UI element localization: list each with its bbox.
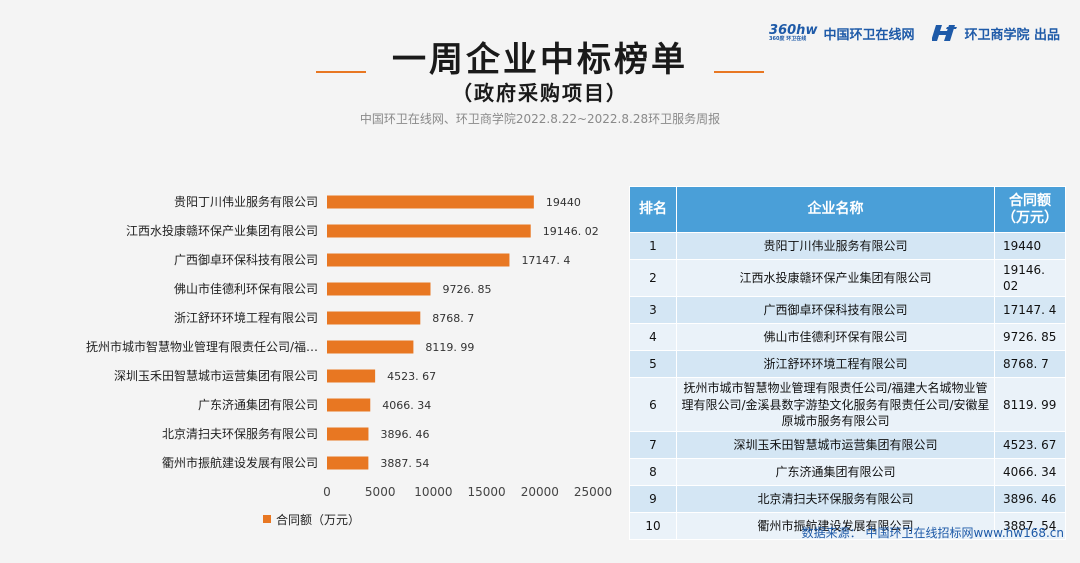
bar xyxy=(327,224,531,238)
report-source-line: 中国环卫在线网、环卫商学院2022.8.22~2022.8.28环卫服务周报 xyxy=(359,112,721,126)
bar xyxy=(327,195,534,209)
rank-cell: 9 xyxy=(629,484,677,513)
title-rule-right xyxy=(714,70,764,73)
x-tick-label: 15000 xyxy=(468,485,506,499)
col-header-rank: 排名 xyxy=(629,186,677,233)
table-row: 7 深圳玉禾田智慧城市运营集团有限公司 4523. 67 xyxy=(629,430,1066,459)
category-label: 佛山市佳德利环保有限公司 xyxy=(174,281,318,296)
logo-360hw: 360hw 360度 环卫在线 xyxy=(769,24,817,42)
bar xyxy=(327,427,369,441)
ranking-table-wrap: 排名 企业名称 合同额 （万元） 1 贵阳丁川伟业服务有限公司 19440 2 江西水投康… xyxy=(629,186,1066,540)
rank-cell: 6 xyxy=(629,377,677,432)
category-label: 北京清扫夫环保服务有限公司 xyxy=(162,426,318,441)
table-row: 4 佛山市佳德利环保有限公司 9726. 85 xyxy=(629,323,1066,352)
legend-swatch xyxy=(263,515,271,523)
rank-cell: 5 xyxy=(629,350,677,379)
company-name-cell: 抚州市城市智慧物业管理有限责任公司/福建大名城物业管理有限公司/金溪县数字游垫文… xyxy=(676,377,995,432)
value-label: 8119. 99 xyxy=(425,341,474,354)
company-name-cell: 衢州市振航建设发展有限公司 xyxy=(676,511,995,540)
category-label: 江西水投康赣环保产业集团有限公司 xyxy=(126,223,318,238)
value-label: 17147. 4 xyxy=(521,254,570,267)
amount-cell: 19146. 02 xyxy=(994,258,1066,298)
rank-cell: 3 xyxy=(629,296,677,325)
bar xyxy=(327,340,414,354)
bar xyxy=(327,369,376,383)
amount-cell: 4066. 34 xyxy=(994,457,1066,486)
rank-cell: 10 xyxy=(629,511,677,540)
amount-cell: 8768. 7 xyxy=(994,350,1066,379)
value-label: 8768. 7 xyxy=(432,312,474,325)
table-row: 8 广东济通集团有限公司 4066. 34 xyxy=(629,457,1066,486)
page-subtitle: （政府采购项目） xyxy=(452,81,628,105)
category-label: 贵阳丁川伟业服务有限公司 xyxy=(174,194,318,209)
academy-logo-icon xyxy=(932,25,958,41)
value-label: 3887. 54 xyxy=(380,457,429,470)
bar xyxy=(327,311,421,325)
value-label: 19440 xyxy=(546,196,581,209)
amount-cell: 3887. 54 xyxy=(994,511,1066,540)
bar xyxy=(327,398,371,412)
data-source-note: 数据来源： 中国环卫在线招标网www.hw168.cn xyxy=(801,526,1064,540)
company-name-cell: 北京清扫夫环保服务有限公司 xyxy=(676,484,995,513)
page-title: 一周企业中标榜单 xyxy=(392,40,688,80)
table-row: 2 江西水投康赣环保产业集团有限公司 19146. 02 xyxy=(629,258,1066,298)
amount-cell: 19440 xyxy=(994,232,1066,260)
table-row: 10 衢州市振航建设发展有限公司 3887. 54 xyxy=(629,511,1066,540)
table-row: 1 贵阳丁川伟业服务有限公司 19440 xyxy=(629,232,1066,260)
table-row: 3 广西御卓环保科技有限公司 17147. 4 xyxy=(629,296,1066,325)
category-label: 浙江舒环环境工程有限公司 xyxy=(174,310,318,325)
value-label: 19146. 02 xyxy=(543,225,599,238)
ranking-table: 排名 企业名称 合同额 （万元） 1 贵阳丁川伟业服务有限公司 19440 2 江西水投康… xyxy=(629,186,1066,540)
value-label: 4066. 34 xyxy=(382,399,431,412)
rank-cell: 2 xyxy=(629,258,677,298)
bar xyxy=(327,282,431,296)
value-label: 4523. 67 xyxy=(387,370,436,383)
company-name-cell: 佛山市佳德利环保有限公司 xyxy=(676,323,995,352)
amount-cell: 9726. 85 xyxy=(994,323,1066,352)
category-label: 抚州市城市智慧物业管理有限责任公司/福… xyxy=(86,339,318,354)
value-label: 9726. 85 xyxy=(442,283,491,296)
rank-cell: 8 xyxy=(629,457,677,486)
table-row: 9 北京清扫夫环保服务有限公司 3896. 46 xyxy=(629,484,1066,513)
company-name-cell: 深圳玉禾田智慧城市运营集团有限公司 xyxy=(676,430,995,459)
logo-subtext: 360度 环卫在线 xyxy=(769,36,807,42)
x-tick-label: 25000 xyxy=(574,485,612,499)
brand-academy: 环卫商学院 出品 xyxy=(964,27,1060,43)
legend-label: 合同额（万元） xyxy=(276,512,360,527)
amount-cell: 8119. 99 xyxy=(994,377,1066,432)
x-tick-label: 0 xyxy=(323,485,331,499)
amount-cell: 17147. 4 xyxy=(994,296,1066,325)
col-header-amount: 合同额 （万元） xyxy=(994,186,1066,233)
rank-cell: 7 xyxy=(629,430,677,459)
x-tick-label: 10000 xyxy=(414,485,452,499)
bar xyxy=(327,253,510,267)
bar-chart: 贵阳丁川伟业服务有限公司 19440 江西水投康赣环保产业集团有限公司 19146. … xyxy=(86,194,612,527)
x-tick-label: 20000 xyxy=(521,485,559,499)
company-name-cell: 江西水投康赣环保产业集团有限公司 xyxy=(676,258,995,298)
col-header-name: 企业名称 xyxy=(676,186,995,233)
category-label: 广西御卓环保科技有限公司 xyxy=(174,252,318,267)
brand-site-name: 中国环卫在线网 xyxy=(823,27,915,43)
category-label: 衢州市振航建设发展有限公司 xyxy=(162,455,318,470)
value-label: 3896. 46 xyxy=(380,428,429,441)
title-row: 一周企业中标榜单 xyxy=(0,32,1080,81)
bar xyxy=(327,456,369,470)
brand-bar: 360hw 360度 环卫在线 中国环卫在线网 环卫商学院 出品 xyxy=(769,22,1060,44)
title-rule-left xyxy=(316,70,366,73)
company-name-cell: 广东济通集团有限公司 xyxy=(676,457,995,486)
company-name-cell: 浙江舒环环境工程有限公司 xyxy=(676,350,995,379)
table-row: 6 抚州市城市智慧物业管理有限责任公司/福建大名城物业管理有限公司/金溪县数字游垫… xyxy=(629,377,1066,432)
logo-text: 360hw xyxy=(769,23,818,38)
amount-cell: 4523. 67 xyxy=(994,430,1066,459)
company-name-cell: 贵阳丁川伟业服务有限公司 xyxy=(676,232,995,260)
category-label: 深圳玉禾田智慧城市运营集团有限公司 xyxy=(114,368,318,383)
amount-cell: 3896. 46 xyxy=(994,484,1066,513)
rank-cell: 4 xyxy=(629,323,677,352)
x-tick-label: 5000 xyxy=(365,485,396,499)
category-label: 广东济通集团有限公司 xyxy=(198,397,318,412)
company-name-cell: 广西御卓环保科技有限公司 xyxy=(676,296,995,325)
rank-cell: 1 xyxy=(629,232,677,260)
table-row: 5 浙江舒环环境工程有限公司 8768. 7 xyxy=(629,350,1066,379)
